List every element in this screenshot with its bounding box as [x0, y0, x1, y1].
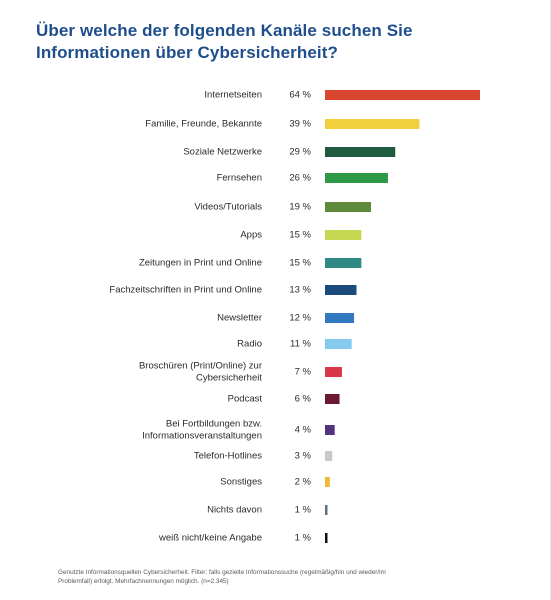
category-label: Bei Fortbildungen bzw. [166, 419, 262, 430]
bar-row: weiß nicht/keine Angabe 1 % [158, 533, 328, 544]
category-label: Newsletter [217, 313, 262, 324]
category-label: weiß nicht/keine Angabe [158, 533, 262, 544]
category-label: Radio [237, 339, 262, 350]
category-label: Sonstiges [220, 477, 262, 488]
chart-title: Über welche der folgenden Kanäle suchen … [36, 21, 413, 62]
category-label: Fachzeitschriften in Print und Online [109, 285, 262, 296]
category-label: Videos/Tutorials [194, 202, 262, 213]
bar [325, 394, 340, 404]
value-label: 29 % [289, 147, 311, 158]
bar-row: Soziale Netzwerke 29 % [183, 147, 396, 158]
value-label: 4 % [295, 425, 312, 436]
value-label: 19 % [289, 202, 311, 213]
value-label: 26 % [289, 173, 311, 184]
value-label: 15 % [289, 258, 311, 269]
bar [325, 425, 335, 435]
bar [325, 173, 388, 183]
value-label: 1 % [295, 533, 312, 544]
category-label: Internetseiten [204, 90, 262, 101]
value-label: 15 % [289, 230, 311, 241]
bar-row: Zeitungen in Print und Online 15 % [139, 258, 362, 269]
bar [325, 339, 352, 349]
category-label: Broschüren (Print/Online) zur [139, 361, 262, 372]
value-label: 6 % [295, 394, 312, 405]
value-label: 2 % [295, 477, 312, 488]
bar [325, 477, 330, 487]
value-label: 64 % [289, 90, 311, 101]
value-label: 3 % [295, 451, 312, 462]
bar [325, 147, 396, 157]
category-label: Cybersicherheit [196, 373, 262, 384]
chart-footnote: Genutzte Informationsquellen Cybersicher… [58, 569, 386, 585]
bar-row: Bei Fortbildungen bzw.Informationsverans… [142, 419, 335, 442]
bar-row: Apps 15 % [240, 230, 362, 241]
bar-row: Familie, Freunde, Bekannte 39 % [145, 119, 420, 130]
bar [325, 202, 372, 212]
value-label: 39 % [289, 119, 311, 130]
value-label: 1 % [295, 505, 312, 516]
bar-row: Videos/Tutorials 19 % [194, 202, 372, 213]
bar [325, 285, 357, 295]
bar-row: Podcast 6 % [228, 394, 340, 405]
bar [325, 451, 333, 461]
bar-row: Newsletter 12 % [217, 313, 355, 324]
bar [325, 258, 362, 268]
category-label: Fernsehen [217, 173, 262, 184]
bar [325, 119, 420, 129]
category-label: Nichts davon [207, 505, 262, 516]
category-label: Soziale Netzwerke [183, 147, 262, 158]
category-label: Podcast [228, 394, 263, 405]
value-label: 13 % [289, 285, 311, 296]
bar-row: Fernsehen 26 % [217, 173, 388, 184]
bar-row: Sonstiges 2 % [220, 477, 330, 488]
bar [325, 533, 328, 543]
bar [325, 90, 480, 100]
bar [325, 367, 342, 377]
bar-row: Nichts davon 1 % [207, 505, 328, 516]
category-label: Telefon-Hotlines [194, 451, 262, 462]
bar [325, 313, 355, 323]
bar-row: Telefon-Hotlines 3 % [194, 451, 333, 462]
value-label: 11 % [290, 339, 312, 350]
value-label: 12 % [289, 313, 311, 324]
bar-row: Broschüren (Print/Online) zurCybersicher… [139, 361, 342, 384]
bar-row: Internetseiten 64 % [204, 90, 480, 101]
bar [325, 505, 328, 515]
category-label: Familie, Freunde, Bekannte [145, 119, 262, 130]
value-label: 7 % [295, 367, 312, 378]
category-label: Zeitungen in Print und Online [139, 258, 262, 269]
bar-row: Fachzeitschriften in Print und Online 13 … [109, 285, 357, 296]
category-label: Apps [240, 230, 262, 241]
bar-row: Radio 11 % [237, 339, 352, 350]
category-label: Informationsveranstaltungen [142, 431, 262, 442]
bar [325, 230, 362, 240]
